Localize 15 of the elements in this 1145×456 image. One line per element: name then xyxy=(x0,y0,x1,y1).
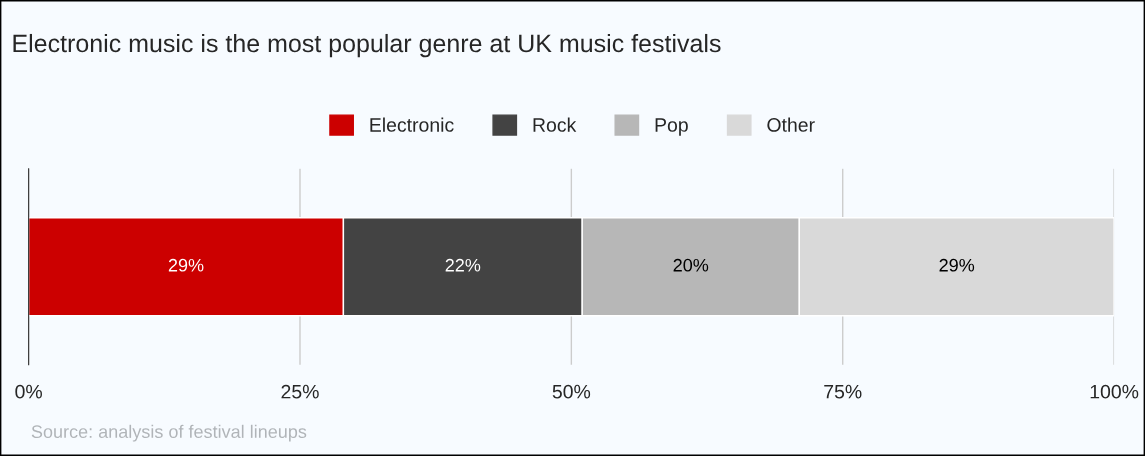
x-tick-label: 100% xyxy=(1090,384,1139,399)
data-label: 22% xyxy=(445,258,481,272)
source-note: Source: analysis of festival lineups xyxy=(31,424,307,442)
x-tick-label: 0% xyxy=(15,384,42,399)
legend-label: Other xyxy=(767,117,815,132)
data-label: 20% xyxy=(673,258,709,272)
data-label: 29% xyxy=(939,258,975,272)
legend-label: Rock xyxy=(533,117,577,132)
legend-label: Pop xyxy=(655,118,688,136)
chart-title: Electronic music is the most popular genre at UK music festivals xyxy=(13,33,721,58)
legend-label: Electronic xyxy=(370,117,454,132)
x-tick-label: 75% xyxy=(824,384,862,399)
x-tick-label: 50% xyxy=(552,384,591,399)
data-label: 29% xyxy=(168,258,204,272)
x-tick-label: 25% xyxy=(281,384,319,399)
